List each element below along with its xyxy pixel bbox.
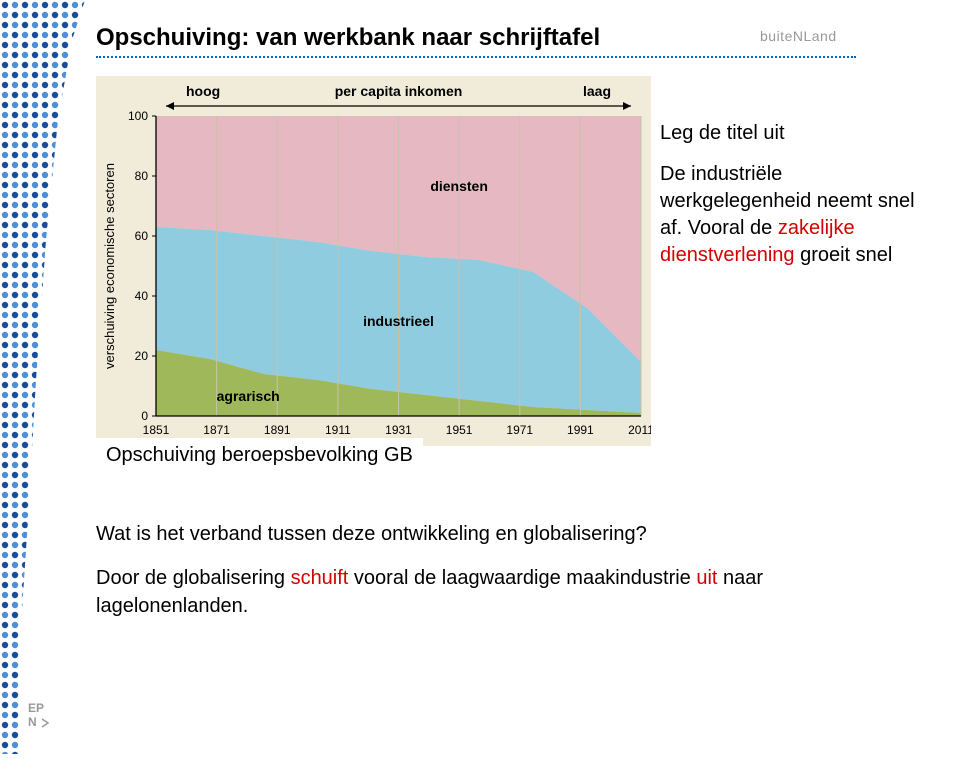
dots-svg [0, 0, 85, 754]
svg-text:40: 40 [135, 289, 149, 303]
svg-text:100: 100 [128, 109, 148, 123]
svg-text:1851: 1851 [143, 423, 170, 437]
svg-text:1891: 1891 [264, 423, 291, 437]
svg-text:0: 0 [141, 409, 148, 423]
svg-text:20: 20 [135, 349, 149, 363]
title-underline [96, 56, 856, 58]
svg-text:laag: laag [583, 83, 611, 99]
publisher-logo: EP N [26, 699, 58, 736]
chart-svg: 0 20 40 60 80 100 1851 1871 1891 1911 1931 1951 1971… [96, 76, 651, 446]
svg-text:verschuiving economische secto: verschuiving economische sectoren [102, 163, 117, 369]
svg-text:1991: 1991 [567, 423, 594, 437]
svg-text:1871: 1871 [203, 423, 230, 437]
svg-text:hoog: hoog [186, 83, 220, 99]
svg-text:N: N [28, 715, 37, 729]
note-question: Leg de titel uit [660, 120, 920, 147]
svg-text:1931: 1931 [385, 423, 412, 437]
svg-text:1911: 1911 [325, 423, 351, 437]
svg-text:80: 80 [135, 169, 149, 183]
body-answer: Door de globalisering schuift vooral de … [96, 564, 896, 620]
svg-text:industrieel: industrieel [363, 313, 434, 329]
svg-text:diensten: diensten [430, 178, 488, 194]
note-answer: De industriële werkgelegenheid neemt sne… [660, 161, 920, 269]
svg-text:60: 60 [135, 229, 149, 243]
right-notes: Leg de titel uit De industriële werkgele… [660, 120, 920, 283]
decorative-dots [0, 0, 85, 754]
chart-caption: Opschuiving beroepsbevolking GB [96, 438, 423, 473]
svg-text:1971: 1971 [506, 423, 533, 437]
svg-text:EP: EP [28, 701, 44, 715]
page-title: Opschuiving: van werkbank naar schrijfta… [96, 24, 936, 52]
area-chart: 0 20 40 60 80 100 1851 1871 1891 1911 1931 1951 1971… [96, 76, 651, 446]
svg-text:1951: 1951 [446, 423, 473, 437]
body-question: Wat is het verband tussen deze ontwikkel… [96, 520, 896, 548]
svg-text:2011: 2011 [628, 423, 651, 437]
svg-text:per capita inkomen: per capita inkomen [335, 83, 463, 99]
body-text: Wat is het verband tussen deze ontwikkel… [96, 520, 896, 636]
svg-text:agrarisch: agrarisch [217, 388, 280, 404]
